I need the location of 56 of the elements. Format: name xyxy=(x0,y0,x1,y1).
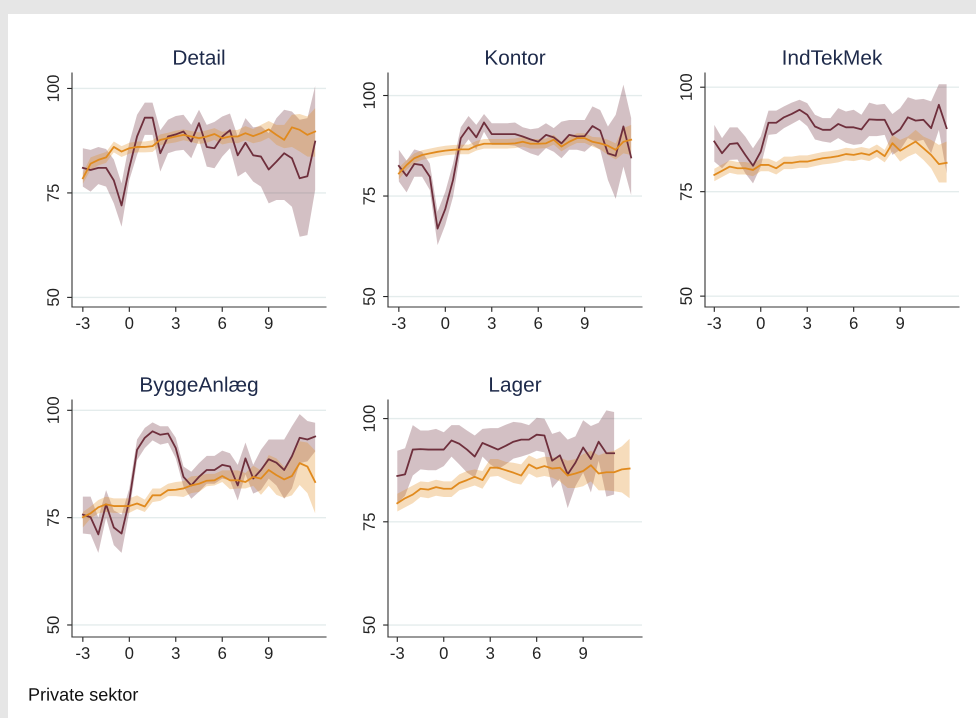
chart-title: ByggeAnlæg xyxy=(141,376,258,396)
y-tick-label: 75 xyxy=(680,183,692,200)
x-tick-label: 9 xyxy=(264,317,273,329)
y-tick-label: 50 xyxy=(47,616,59,634)
x-tick-label: 6 xyxy=(532,647,541,659)
x-tick-label: 0 xyxy=(441,317,450,329)
x-tick-label: 9 xyxy=(580,317,589,329)
line-series xyxy=(713,104,948,167)
y-tick-label: 75 xyxy=(363,187,375,204)
y-tick-label: 100 xyxy=(680,74,692,100)
y-tick-label: 100 xyxy=(363,405,375,432)
y-tick-label: 100 xyxy=(363,82,375,108)
chart-title: IndTekMek xyxy=(784,50,882,65)
y-tick-label: 50 xyxy=(47,288,59,306)
x-tick-label: -3 xyxy=(76,317,90,329)
y-tick-label: 100 xyxy=(47,397,59,423)
x-tick-label: 3 xyxy=(486,647,494,659)
y-tick-label: 50 xyxy=(680,288,692,305)
chart-title: Detail xyxy=(174,50,224,65)
x-tick-label: 3 xyxy=(172,647,180,659)
x-tick-label: 3 xyxy=(803,317,812,329)
line-series xyxy=(82,126,316,180)
x-tick-label: -3 xyxy=(76,647,90,659)
text: Private sektor xyxy=(29,688,138,701)
y-tick-label: 75 xyxy=(363,513,375,530)
line-series xyxy=(396,434,616,477)
x-tick-label: 6 xyxy=(850,317,858,329)
chart-title: Lager xyxy=(490,377,542,396)
x-tick-label: 0 xyxy=(756,317,765,329)
line-series xyxy=(82,430,316,536)
chart-title: Kontor xyxy=(486,50,546,65)
line-series xyxy=(82,116,316,206)
line-series xyxy=(82,462,316,518)
x-tick-label: 3 xyxy=(172,317,180,329)
y-tick-label: 100 xyxy=(47,75,59,102)
line-series xyxy=(396,464,631,504)
x-tick-label: 6 xyxy=(534,317,542,329)
x-tick-label: 9 xyxy=(579,647,587,659)
line-series xyxy=(713,140,948,176)
x-tick-label: -3 xyxy=(390,647,404,659)
x-tick-label: -3 xyxy=(392,317,406,329)
y-tick-label: 75 xyxy=(47,509,59,526)
x-tick-label: 6 xyxy=(218,317,226,329)
line-series xyxy=(398,137,632,174)
line-series xyxy=(398,122,632,230)
x-tick-label: 9 xyxy=(896,317,904,329)
x-tick-label: 0 xyxy=(125,647,134,659)
y-tick-label: 50 xyxy=(363,616,375,634)
x-tick-label: 0 xyxy=(440,647,448,659)
x-tick-label: -3 xyxy=(708,317,721,329)
y-tick-label: 75 xyxy=(47,184,59,202)
x-tick-label: 0 xyxy=(125,317,134,329)
x-tick-label: 6 xyxy=(218,647,226,659)
x-tick-label: 3 xyxy=(488,317,496,329)
x-tick-label: 9 xyxy=(264,647,273,659)
y-tick-label: 50 xyxy=(363,288,375,306)
